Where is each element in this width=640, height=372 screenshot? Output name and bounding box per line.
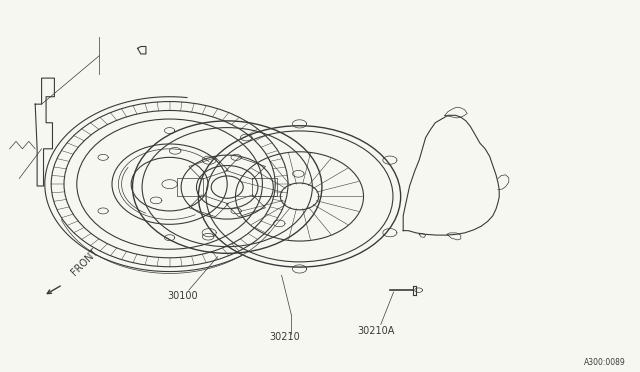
Text: A300:0089: A300:0089 [584, 357, 626, 366]
Text: 30210: 30210 [269, 332, 300, 342]
Text: 30100: 30100 [167, 291, 198, 301]
Text: FRONT: FRONT [69, 247, 100, 278]
Text: 30210A: 30210A [358, 326, 395, 336]
